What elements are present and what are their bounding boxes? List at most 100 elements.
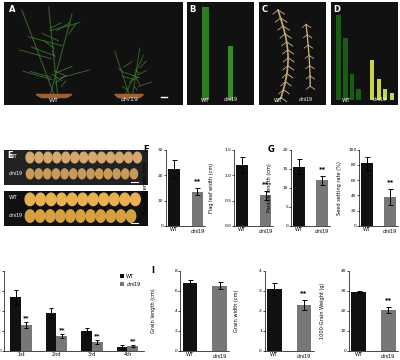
Bar — [21, 325, 32, 351]
Text: **: ** — [58, 327, 65, 332]
Y-axis label: Seed setting rate (%): Seed setting rate (%) — [337, 161, 342, 215]
Bar — [383, 89, 387, 100]
Ellipse shape — [116, 210, 126, 222]
Bar — [381, 310, 396, 351]
Y-axis label: Grain length (cm): Grain length (cm) — [151, 289, 156, 333]
Ellipse shape — [46, 210, 55, 222]
Bar — [361, 163, 373, 226]
Ellipse shape — [76, 210, 85, 222]
Ellipse shape — [26, 169, 34, 179]
Ellipse shape — [61, 169, 68, 179]
Ellipse shape — [134, 152, 141, 163]
Ellipse shape — [53, 152, 61, 163]
Bar — [267, 289, 282, 351]
Ellipse shape — [52, 169, 60, 179]
Bar — [117, 347, 128, 351]
Text: **: ** — [385, 298, 392, 304]
Ellipse shape — [99, 193, 109, 206]
Text: A: A — [9, 5, 16, 14]
Bar — [296, 305, 312, 351]
Bar — [192, 192, 203, 226]
Bar — [128, 346, 138, 351]
Bar — [46, 313, 56, 351]
Bar — [182, 283, 197, 351]
Text: $dnl19$: $dnl19$ — [8, 169, 24, 177]
Text: C: C — [261, 5, 267, 14]
Text: WT: WT — [201, 98, 210, 103]
Bar — [336, 15, 341, 100]
Text: D: D — [333, 5, 340, 14]
Text: **: ** — [300, 291, 308, 297]
Ellipse shape — [35, 152, 43, 163]
Text: **: ** — [194, 179, 201, 185]
Y-axis label: Flag leaf length (cm): Flag leaf length (cm) — [142, 162, 148, 214]
Ellipse shape — [25, 210, 35, 222]
Text: E: E — [7, 151, 12, 160]
Bar — [390, 94, 394, 100]
Ellipse shape — [57, 193, 66, 206]
Ellipse shape — [46, 193, 56, 206]
Bar — [384, 197, 396, 226]
Ellipse shape — [66, 210, 75, 222]
Ellipse shape — [26, 152, 34, 163]
Bar — [343, 38, 348, 100]
Bar — [202, 7, 209, 100]
Bar — [212, 286, 227, 351]
Ellipse shape — [98, 152, 106, 163]
Polygon shape — [115, 94, 143, 98]
Y-axis label: 1000-Grain Weight (g): 1000-Grain Weight (g) — [320, 283, 326, 339]
Bar — [316, 180, 328, 226]
Bar — [236, 165, 248, 226]
Ellipse shape — [126, 210, 136, 222]
Text: I: I — [151, 266, 154, 275]
Text: B: B — [190, 5, 196, 14]
Text: $dnl19$: $dnl19$ — [298, 95, 314, 103]
Text: $dnl19$: $dnl19$ — [120, 95, 139, 103]
Ellipse shape — [25, 193, 35, 206]
Text: $dnl19$: $dnl19$ — [223, 95, 238, 103]
Ellipse shape — [44, 152, 52, 163]
Ellipse shape — [80, 152, 88, 163]
Text: **: ** — [130, 338, 136, 343]
Ellipse shape — [78, 169, 86, 179]
Ellipse shape — [35, 169, 42, 179]
Bar — [10, 297, 21, 351]
Ellipse shape — [106, 210, 116, 222]
Ellipse shape — [56, 210, 65, 222]
Ellipse shape — [86, 210, 95, 222]
Ellipse shape — [122, 169, 129, 179]
Bar — [356, 89, 361, 100]
Text: **: ** — [23, 315, 30, 320]
Y-axis label: Flag leaf width (cm): Flag leaf width (cm) — [209, 163, 214, 213]
Text: WT: WT — [8, 195, 17, 200]
Bar — [376, 79, 380, 100]
Bar — [351, 292, 366, 351]
Ellipse shape — [120, 193, 130, 206]
Bar — [228, 46, 233, 100]
Legend: WT, $dnl19$: WT, $dnl19$ — [119, 273, 142, 288]
Ellipse shape — [44, 169, 51, 179]
Text: F: F — [143, 145, 148, 154]
Ellipse shape — [62, 152, 70, 163]
Bar — [92, 342, 103, 351]
Text: **: ** — [262, 183, 269, 188]
Text: **: ** — [387, 180, 394, 186]
Ellipse shape — [109, 193, 119, 206]
Ellipse shape — [35, 210, 45, 222]
Ellipse shape — [124, 152, 132, 163]
Ellipse shape — [104, 169, 112, 179]
Bar — [81, 331, 92, 351]
Ellipse shape — [130, 169, 138, 179]
Y-axis label: Panicle length (cm): Panicle length (cm) — [267, 163, 272, 212]
Text: **: ** — [319, 167, 326, 172]
Ellipse shape — [89, 152, 96, 163]
Bar — [56, 336, 67, 351]
Text: WT: WT — [342, 98, 351, 103]
Bar — [168, 169, 180, 226]
Text: G: G — [268, 145, 275, 154]
Ellipse shape — [70, 169, 77, 179]
Bar — [260, 195, 272, 226]
Text: **: ** — [94, 333, 100, 338]
Text: WT: WT — [274, 98, 282, 103]
Polygon shape — [36, 94, 72, 98]
